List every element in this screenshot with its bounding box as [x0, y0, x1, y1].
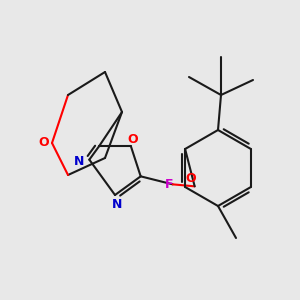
Text: O: O	[185, 172, 196, 185]
Text: N: N	[112, 197, 122, 211]
Text: F: F	[165, 178, 173, 190]
Text: O: O	[39, 136, 49, 149]
Text: O: O	[128, 133, 138, 146]
Text: N: N	[74, 155, 85, 168]
